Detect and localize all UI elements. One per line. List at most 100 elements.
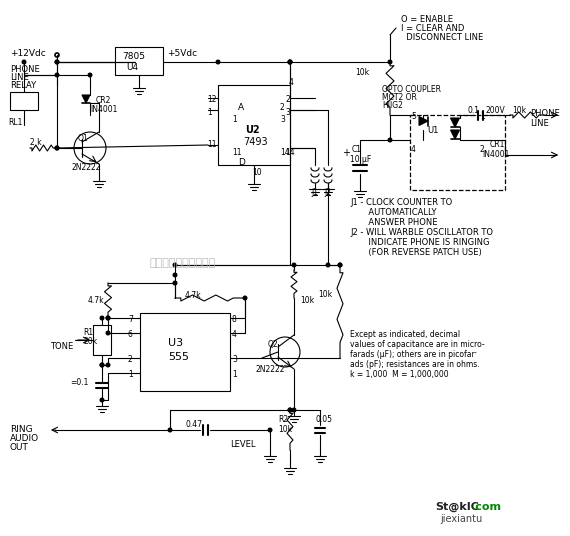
Polygon shape (450, 118, 459, 127)
Circle shape (100, 363, 104, 367)
Text: 1: 1 (480, 112, 484, 121)
Text: J1 - CLOCK COUNTER TO: J1 - CLOCK COUNTER TO (350, 198, 452, 207)
Text: RL1: RL1 (8, 118, 22, 127)
Text: 7805: 7805 (122, 52, 145, 61)
Text: jiexiantu: jiexiantu (440, 514, 482, 524)
Text: D: D (238, 158, 245, 167)
Text: Except as indicated, decimal: Except as indicated, decimal (350, 330, 460, 339)
Text: 11: 11 (207, 140, 217, 149)
Text: OUT: OUT (10, 443, 29, 452)
Text: 10k: 10k (278, 425, 292, 434)
Bar (410, 115, 505, 190)
Text: ANSWER PHONE: ANSWER PHONE (350, 218, 438, 227)
Text: PHONE: PHONE (10, 65, 40, 74)
Text: J2 - WILL WARBLE OSCILLATOR TO: J2 - WILL WARBLE OSCILLATOR TO (350, 228, 493, 237)
Text: Q1: Q1 (78, 134, 88, 143)
Circle shape (55, 60, 59, 64)
Bar (140, 313, 230, 391)
Text: 2: 2 (128, 355, 133, 364)
Circle shape (100, 316, 104, 320)
Text: =0.1: =0.1 (70, 378, 88, 387)
Text: +: + (342, 148, 350, 158)
Text: 3: 3 (280, 115, 285, 124)
Circle shape (326, 263, 330, 267)
Text: 20k: 20k (83, 337, 97, 346)
Text: 7: 7 (128, 315, 133, 324)
Circle shape (288, 60, 292, 64)
Bar (10, 92, 38, 110)
Text: IN4001: IN4001 (90, 105, 117, 114)
Text: 1: 1 (232, 370, 237, 379)
Polygon shape (82, 95, 90, 103)
Text: Q2: Q2 (268, 340, 279, 349)
Circle shape (22, 60, 26, 64)
Circle shape (55, 146, 59, 150)
Circle shape (243, 296, 247, 300)
Text: LINE: LINE (10, 73, 28, 82)
Text: k = 1,000  M = 1,000,000: k = 1,000 M = 1,000,000 (350, 370, 449, 379)
Text: farads (μF); others are in picofarˑ: farads (μF); others are in picofarˑ (350, 350, 478, 359)
Circle shape (106, 316, 110, 320)
Circle shape (388, 138, 392, 142)
Text: U3: U3 (168, 338, 183, 348)
Circle shape (288, 408, 292, 412)
Circle shape (288, 408, 292, 412)
Text: 10: 10 (252, 168, 262, 177)
Text: +12Vdc: +12Vdc (10, 49, 46, 58)
Text: 11: 11 (232, 148, 242, 157)
Text: ads (pF); resistances are in ohms.: ads (pF); resistances are in ohms. (350, 360, 479, 369)
Text: 10k: 10k (512, 106, 526, 115)
Text: AUTOMATICALLY: AUTOMATICALLY (350, 208, 437, 217)
Circle shape (173, 263, 177, 267)
Text: 0.47: 0.47 (185, 420, 202, 429)
Text: R1: R1 (83, 328, 93, 337)
Text: AUDIO: AUDIO (10, 434, 39, 443)
Text: CR1: CR1 (490, 140, 506, 149)
Text: 10k: 10k (318, 290, 332, 299)
Text: OPTO COUPLER: OPTO COUPLER (382, 85, 441, 94)
Text: INDICATE PHONE IS RINGING: INDICATE PHONE IS RINGING (350, 238, 490, 247)
Circle shape (268, 428, 272, 432)
Text: 8: 8 (232, 315, 237, 324)
Text: 2: 2 (480, 145, 484, 154)
Text: .com: .com (472, 502, 502, 512)
Text: 14: 14 (285, 148, 295, 157)
Circle shape (338, 263, 342, 267)
Circle shape (55, 73, 59, 77)
Text: C1: C1 (352, 145, 362, 154)
Circle shape (292, 408, 296, 412)
Text: DISCONNECT LINE: DISCONNECT LINE (401, 33, 483, 42)
Text: 10k: 10k (300, 296, 314, 305)
Text: 0.05: 0.05 (315, 415, 332, 424)
Text: J2: J2 (324, 188, 331, 197)
Text: PHONE: PHONE (530, 109, 560, 118)
Circle shape (292, 263, 296, 267)
Text: A: A (238, 103, 244, 112)
Text: 杭州将睜科技有限公司: 杭州将睜科技有限公司 (150, 258, 216, 268)
Text: (FOR REVERSE PATCH USE): (FOR REVERSE PATCH USE) (350, 248, 482, 257)
Circle shape (216, 60, 220, 64)
Text: U2: U2 (245, 125, 259, 135)
Circle shape (106, 363, 110, 367)
Text: LEVEL: LEVEL (230, 440, 255, 449)
Text: HIIG2: HIIG2 (382, 101, 403, 110)
Text: 4: 4 (289, 78, 294, 87)
Text: RELAY: RELAY (10, 81, 36, 90)
Text: 6: 6 (128, 330, 133, 339)
Circle shape (55, 146, 59, 150)
Text: 2: 2 (285, 95, 290, 104)
Text: 12: 12 (207, 95, 217, 104)
Bar (93, 325, 111, 355)
Circle shape (388, 60, 392, 64)
Text: 7493: 7493 (243, 137, 268, 147)
Text: R2: R2 (278, 415, 288, 424)
Circle shape (106, 316, 110, 320)
Text: 1: 1 (128, 370, 133, 379)
Text: 4.7k: 4.7k (185, 291, 202, 300)
Text: 2N2222: 2N2222 (72, 163, 101, 172)
Text: St@kIC: St@kIC (435, 502, 479, 512)
Text: I = CLEAR AND: I = CLEAR AND (401, 24, 465, 33)
Text: TONE: TONE (50, 342, 74, 351)
Text: O = ENABLE: O = ENABLE (401, 15, 453, 24)
Text: 3: 3 (285, 108, 290, 117)
